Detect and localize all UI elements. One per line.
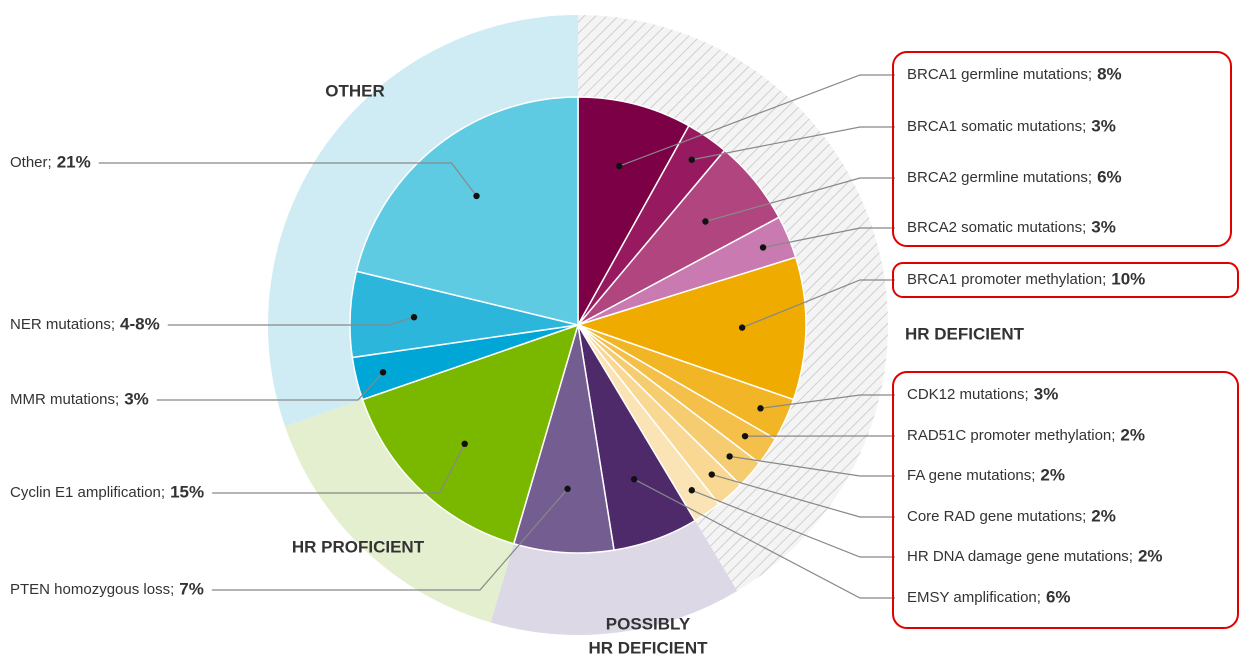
leader-line [156,371,384,401]
leader-line [167,316,415,326]
slice-label: FA gene mutations; [907,467,1035,484]
leader-dot [708,471,715,478]
leader-dot [738,324,746,331]
pie [349,96,807,554]
slice-label: HR DNA damage gene mutations; [907,548,1133,565]
pie-slice [512,324,615,554]
leader-dot [688,487,695,494]
slice-label: BRCA1 germline mutations; [907,66,1092,83]
slice-value-label: 3% [1091,217,1116,236]
slice-label: BRCA1 somatic mutations; [907,118,1086,135]
slice-label: RAD51C promoter methylation; [907,427,1115,444]
pie-slice [355,96,579,326]
slice-value-label: 2% [1091,506,1116,525]
leader-dot [688,156,695,163]
slice-value-label: 10% [1111,269,1145,288]
slice-value-label: 2% [1138,546,1163,565]
highlight-box [892,51,1232,247]
pie-slice [361,323,580,545]
leader-dot [630,476,638,483]
leader-line [211,488,569,591]
leader-dot [564,485,571,493]
slice-label: BRCA2 somatic mutations; [907,219,1086,236]
slice-value-label: 3% [1091,116,1116,135]
leader-line [711,473,895,518]
group-label: HR PROFICIENT [292,537,425,556]
slice-value-label: 8% [1097,64,1122,83]
leader-dot [741,432,749,440]
pie-slice [575,256,807,401]
leader-dot [473,192,480,200]
leader-dot [410,313,418,321]
slice-value-label: 7% [179,579,204,598]
slice-label: BRCA2 germline mutations; [907,169,1092,186]
leader-dot [461,440,468,448]
slice-label: Cyclin E1 amplification; [10,484,165,501]
slice-label: EMSY amplification; [907,589,1041,606]
slice-label: MMR mutations; [10,391,119,408]
leader-line [98,162,478,197]
slice-value-label: 3% [124,389,149,408]
highlight-box [892,371,1239,629]
leader-line [705,177,895,223]
slice-value-label: 6% [1046,587,1071,606]
slice-value-label: 3% [1034,384,1059,403]
leader-line [691,126,895,161]
leader-dot [379,369,387,376]
leader-line [212,443,466,494]
leader-line [741,279,895,329]
group-label: HR DEFICIENT [589,638,709,657]
leader-dot [726,453,733,460]
slice-value-label: 4-8% [120,314,160,333]
leader-line [760,394,895,409]
slice-label: NER mutations; [10,316,115,333]
slice-label: BRCA1 promoter methylation; [907,271,1106,288]
leader-line [729,455,895,477]
slice-label: PTEN homozygous loss; [10,581,174,598]
leader-line [691,489,895,558]
slice-value-label: 15% [170,482,204,501]
group-label: HR DEFICIENT [905,324,1025,343]
slice-value-label: 6% [1097,167,1122,186]
leader-line [633,478,895,599]
leader-dot [757,405,764,412]
highlight-box [892,262,1239,298]
slice-label: CDK12 mutations; [907,386,1029,403]
slice-label: Core RAD gene mutations; [907,508,1086,525]
group-label: OTHER [325,81,385,100]
slice-value-label: 21% [57,152,91,171]
pie-slice [577,96,690,328]
slice-value-label: 2% [1120,425,1145,444]
leader-dot [616,162,623,170]
leader-dot [702,218,709,225]
slice-value-label: 2% [1040,465,1065,484]
leader-line [619,74,895,167]
slice-label: Other; [10,154,52,171]
group-label: POSSIBLY [606,614,691,633]
labels: HR DEFICIENT POSSIBLY HR DEFICIENT HR PROFI… [10,64,1163,657]
leader-lines [98,74,895,599]
leader-line [762,227,895,249]
leader-dot [759,244,767,251]
